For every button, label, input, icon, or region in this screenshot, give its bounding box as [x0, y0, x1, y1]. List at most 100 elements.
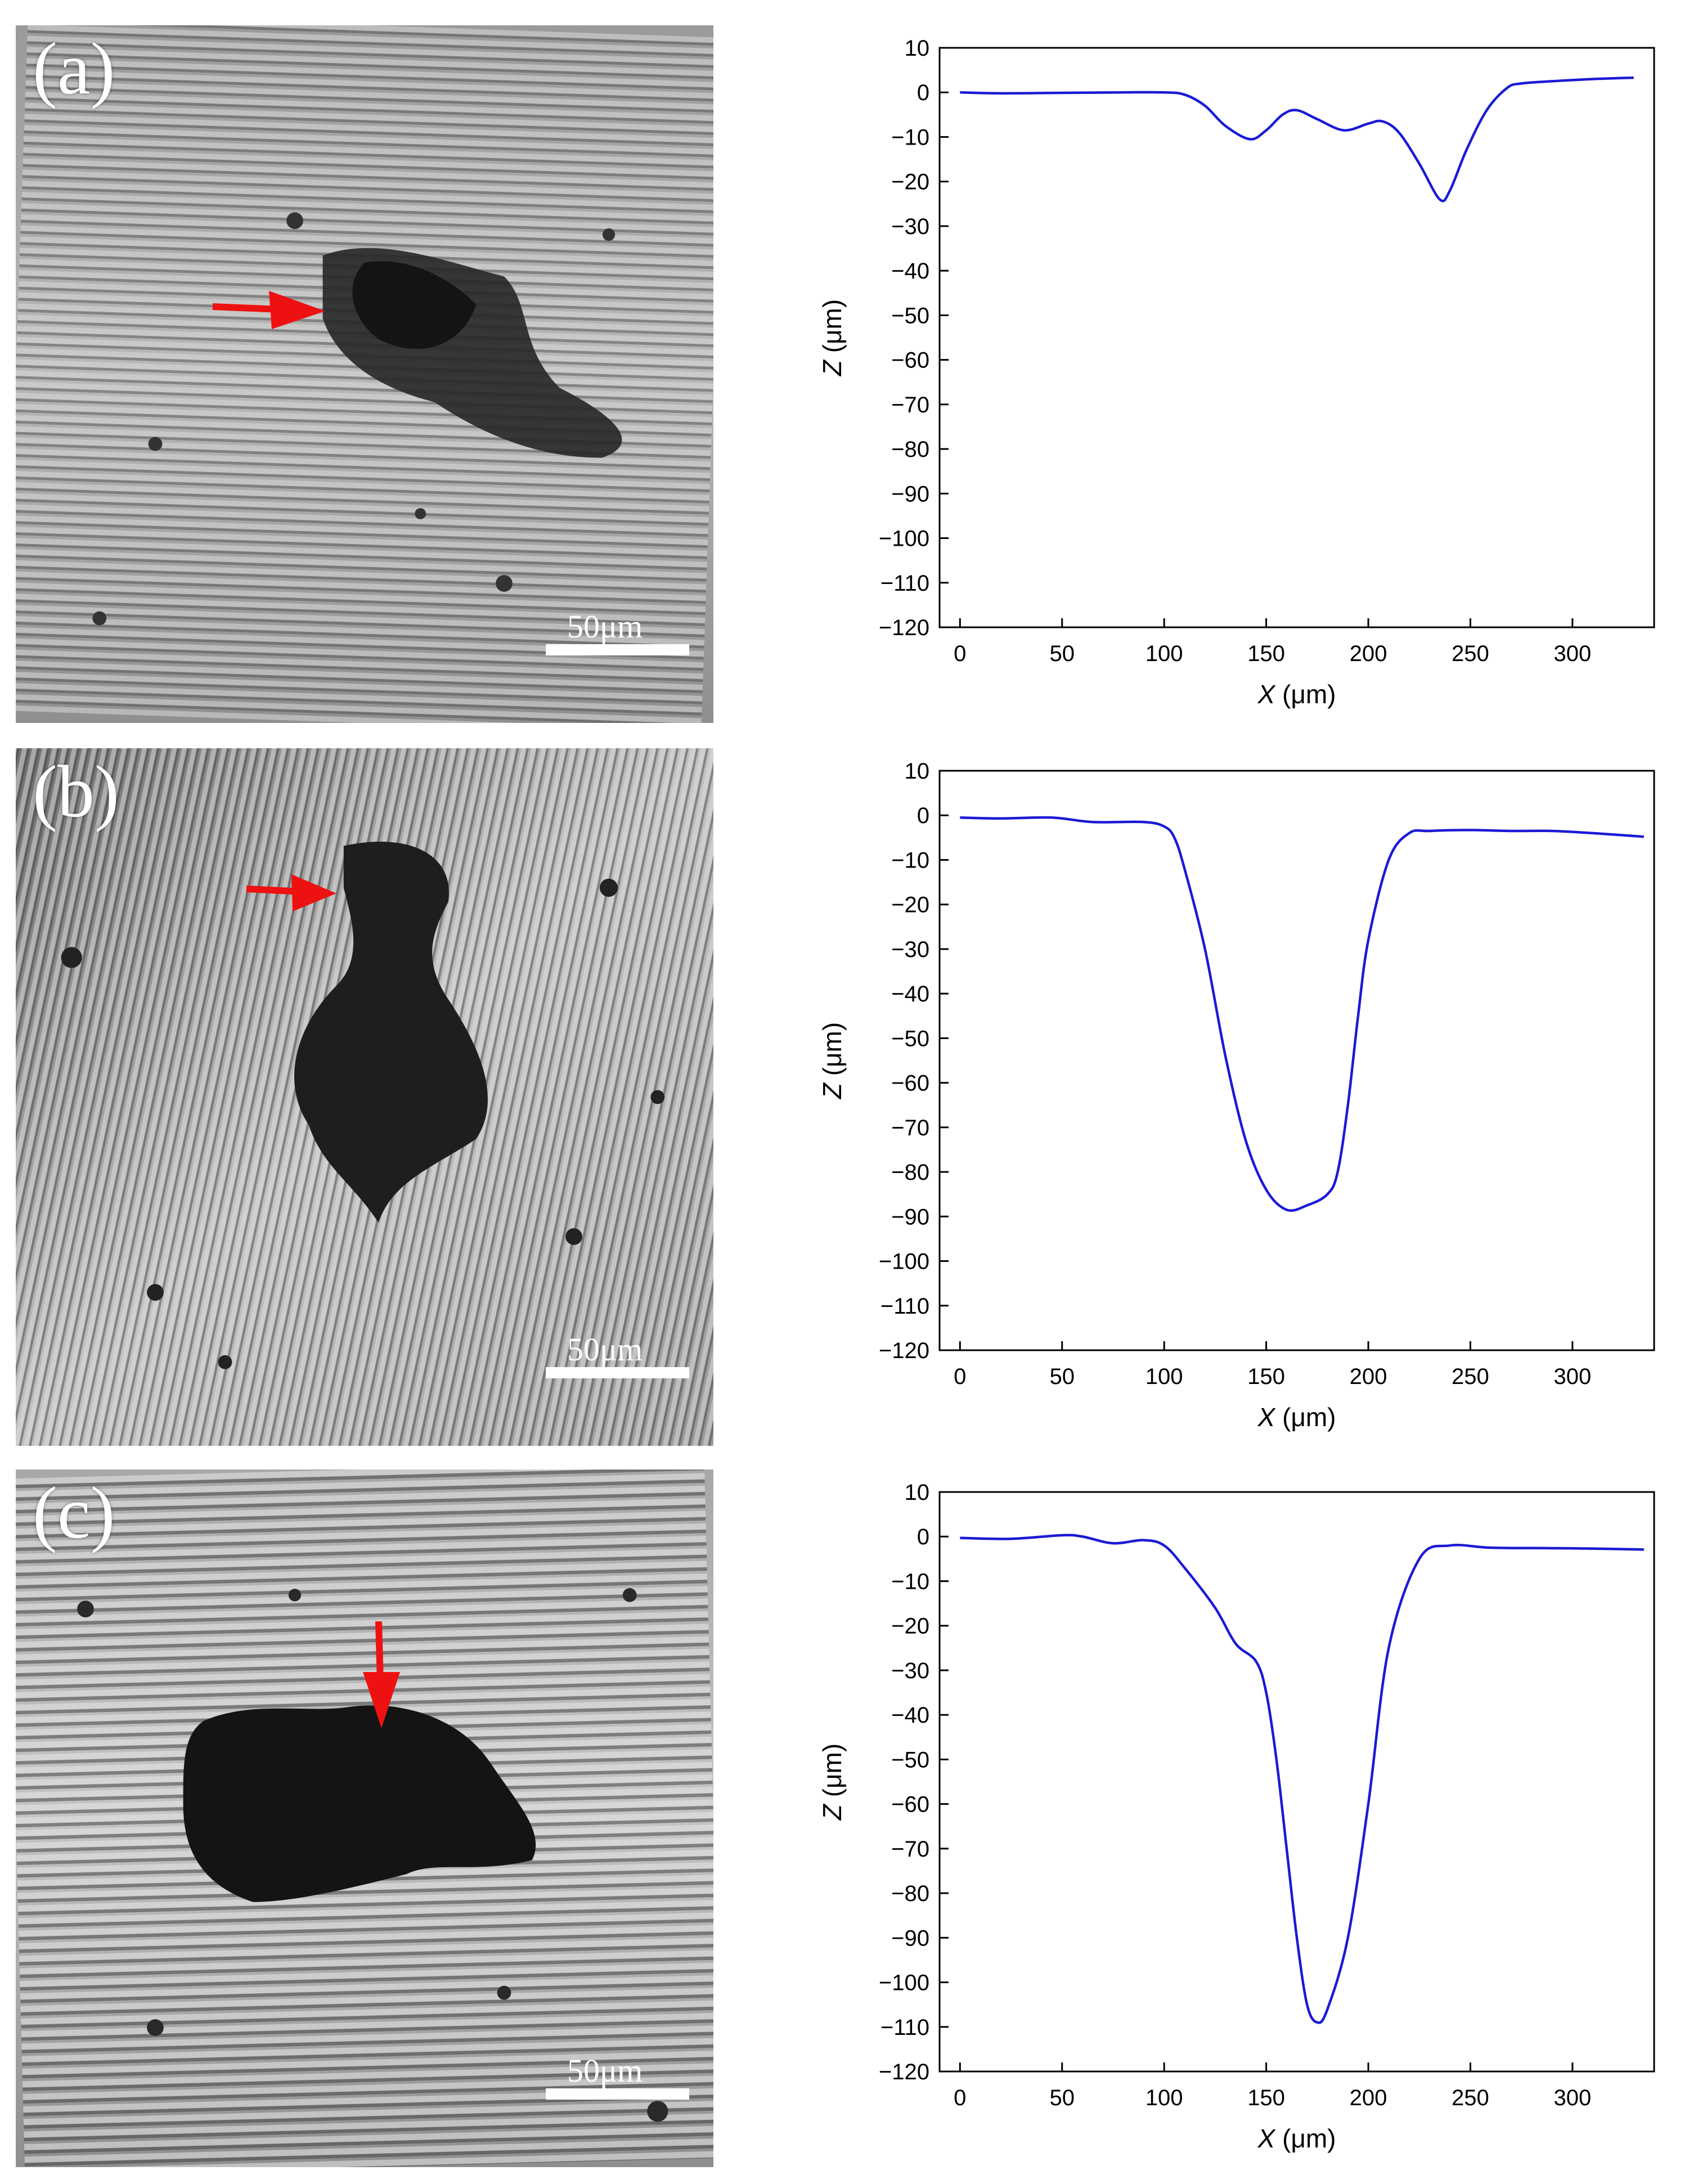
plot-frame-c	[938, 1491, 1655, 2073]
y-tick-label: −100	[879, 1250, 929, 1274]
x-tick-label: 50	[1049, 1364, 1075, 1389]
y-tick-label: −120	[879, 1338, 929, 1363]
y-tick-label: 10	[905, 1480, 930, 1505]
x-tick-label: 200	[1350, 641, 1387, 666]
y-tick-label: −90	[891, 482, 929, 506]
x-tick-label: 250	[1452, 2086, 1489, 2110]
scale-bar-b	[546, 1367, 689, 1378]
x-axis-title: X (μm)	[1257, 2124, 1336, 2153]
y-tick-label: −90	[891, 1926, 929, 1951]
y-axis-variable: Z	[817, 1803, 847, 1821]
x-tick-label: 300	[1553, 1364, 1591, 1389]
y-axis-title: Z (μm)	[817, 299, 847, 376]
x-tick-label: 0	[954, 641, 966, 666]
y-tick-label: 0	[917, 80, 929, 105]
x-tick-label: 100	[1146, 1364, 1183, 1389]
y-tick-label: −10	[891, 848, 929, 873]
y-tick-label: 0	[917, 1525, 929, 1549]
x-tick-label: 0	[954, 1364, 966, 1389]
red-arrow-b	[246, 874, 336, 911]
y-tick-label: −60	[891, 1792, 929, 1817]
plot-frame-b	[938, 770, 1655, 1351]
panel-label-a: (a)	[33, 27, 115, 110]
micrograph-a: (a) 50μm	[16, 25, 713, 723]
profile-line-c	[960, 1534, 1644, 2024]
y-tick-label: −20	[891, 1614, 929, 1639]
micrograph-image-a	[16, 25, 713, 723]
x-axis-variable: X	[1257, 680, 1277, 709]
profile-chart-b: 0 50 100 150 200 250 300 10 0 −10 −20 −30 −40 −50 −60−…	[788, 754, 1688, 1463]
x-tick-label: 250	[1452, 641, 1489, 666]
y-axis-unit: (μm)	[817, 1743, 847, 1804]
scale-bar-text-c: 50μm	[567, 2052, 643, 2089]
x-tick-label: 300	[1553, 2086, 1591, 2110]
profile-chart-c: 0 50 100 150 200 250 300 10 0 −10 −20 −30 −40 −50 −60−…	[788, 1475, 1688, 2184]
y-axis-unit: (μm)	[817, 1022, 847, 1083]
y-axis-variable: Z	[817, 359, 847, 376]
x-tick-label: 200	[1350, 1364, 1387, 1389]
y-axis-unit: (μm)	[817, 299, 847, 360]
x-tick-label: 250	[1452, 1364, 1489, 1389]
y-tick-label: 10	[905, 36, 930, 61]
y-tick-label: −50	[891, 303, 929, 328]
micrograph-c: (c) 50μm	[16, 1470, 713, 2167]
x-tick-label: 300	[1553, 641, 1591, 666]
x-tick-label: 50	[1049, 2086, 1075, 2110]
x-tick-label: 0	[954, 2086, 966, 2110]
y-axis-title: Z (μm)	[817, 1022, 847, 1099]
profile-line-a	[960, 76, 1634, 203]
y-tick-label: −60	[891, 348, 929, 373]
profile-chart-a: 0 50 100 150 200 250 300 10 0 −10 −20 −30 −40 −50 −60−…	[788, 31, 1688, 740]
red-arrow-a	[212, 291, 325, 329]
y-tick-label: −110	[881, 1294, 929, 1319]
scale-bar-c	[546, 2088, 689, 2100]
y-tick-label: −10	[891, 125, 929, 150]
y-axis-title: Z (μm)	[817, 1743, 847, 1821]
y-tick-label: −100	[879, 527, 929, 551]
profile-line-b	[960, 816, 1645, 1212]
panel-label-c: (c)	[33, 1471, 115, 1554]
scale-bar-a	[546, 644, 689, 655]
y-tick-label: −110	[881, 571, 929, 596]
y-tick-label: −20	[891, 893, 929, 918]
x-tick-label: 100	[1146, 641, 1183, 666]
x-tick-label: 150	[1247, 1364, 1285, 1389]
x-axis-variable: X	[1257, 2124, 1277, 2153]
x-tick-label: 150	[1247, 2086, 1285, 2110]
micrograph-image-b	[16, 748, 713, 1446]
y-tick-label: −90	[891, 1205, 929, 1229]
y-tick-label: −70	[891, 1116, 929, 1140]
y-tick-label: −30	[891, 937, 929, 962]
red-arrow-c	[363, 1621, 400, 1728]
micrograph-image-c	[16, 1470, 713, 2167]
y-tick-label: −30	[891, 1659, 929, 1683]
x-axis-title: X (μm)	[1257, 1403, 1336, 1432]
x-axis-variable: X	[1257, 1403, 1277, 1432]
x-tick-label: 50	[1049, 641, 1075, 666]
y-tick-label: 10	[905, 759, 930, 784]
y-tick-label: −120	[879, 2060, 929, 2084]
profile-chart-svg-a: 0 50 100 150 200 250 300100−10−20−30−40−50−60−…	[817, 36, 1655, 709]
scale-bar-text-b: 50μm	[567, 1331, 643, 1368]
y-tick-label: −40	[891, 1703, 929, 1728]
x-axis-unit: (μm)	[1275, 1403, 1336, 1432]
y-tick-label: −80	[891, 1881, 929, 1906]
y-tick-label: −110	[881, 2015, 929, 2040]
x-tick-label: 200	[1350, 2086, 1387, 2110]
y-tick-label: −80	[891, 437, 929, 462]
micrograph-b: (b) 50μm	[16, 748, 713, 1446]
y-tick-label: −120	[879, 615, 929, 640]
y-tick-label: −40	[891, 982, 929, 1006]
y-tick-label: 0	[917, 803, 929, 828]
y-tick-label: −30	[891, 214, 929, 239]
y-axis-variable: Z	[817, 1082, 847, 1099]
y-tick-label: −50	[891, 1747, 929, 1772]
y-tick-label: −50	[891, 1026, 929, 1051]
panel-label-b: (b)	[33, 750, 119, 833]
plot-frame-a	[938, 47, 1655, 628]
x-axis-unit: (μm)	[1275, 680, 1336, 709]
x-axis-title: X (μm)	[1257, 680, 1336, 709]
profile-chart-svg-c: 0 50 100 150 200 250 300100−10−20−30−40−50−60−…	[817, 1480, 1655, 2153]
y-tick-label: −70	[891, 1837, 929, 1862]
y-tick-label: −70	[891, 393, 929, 417]
